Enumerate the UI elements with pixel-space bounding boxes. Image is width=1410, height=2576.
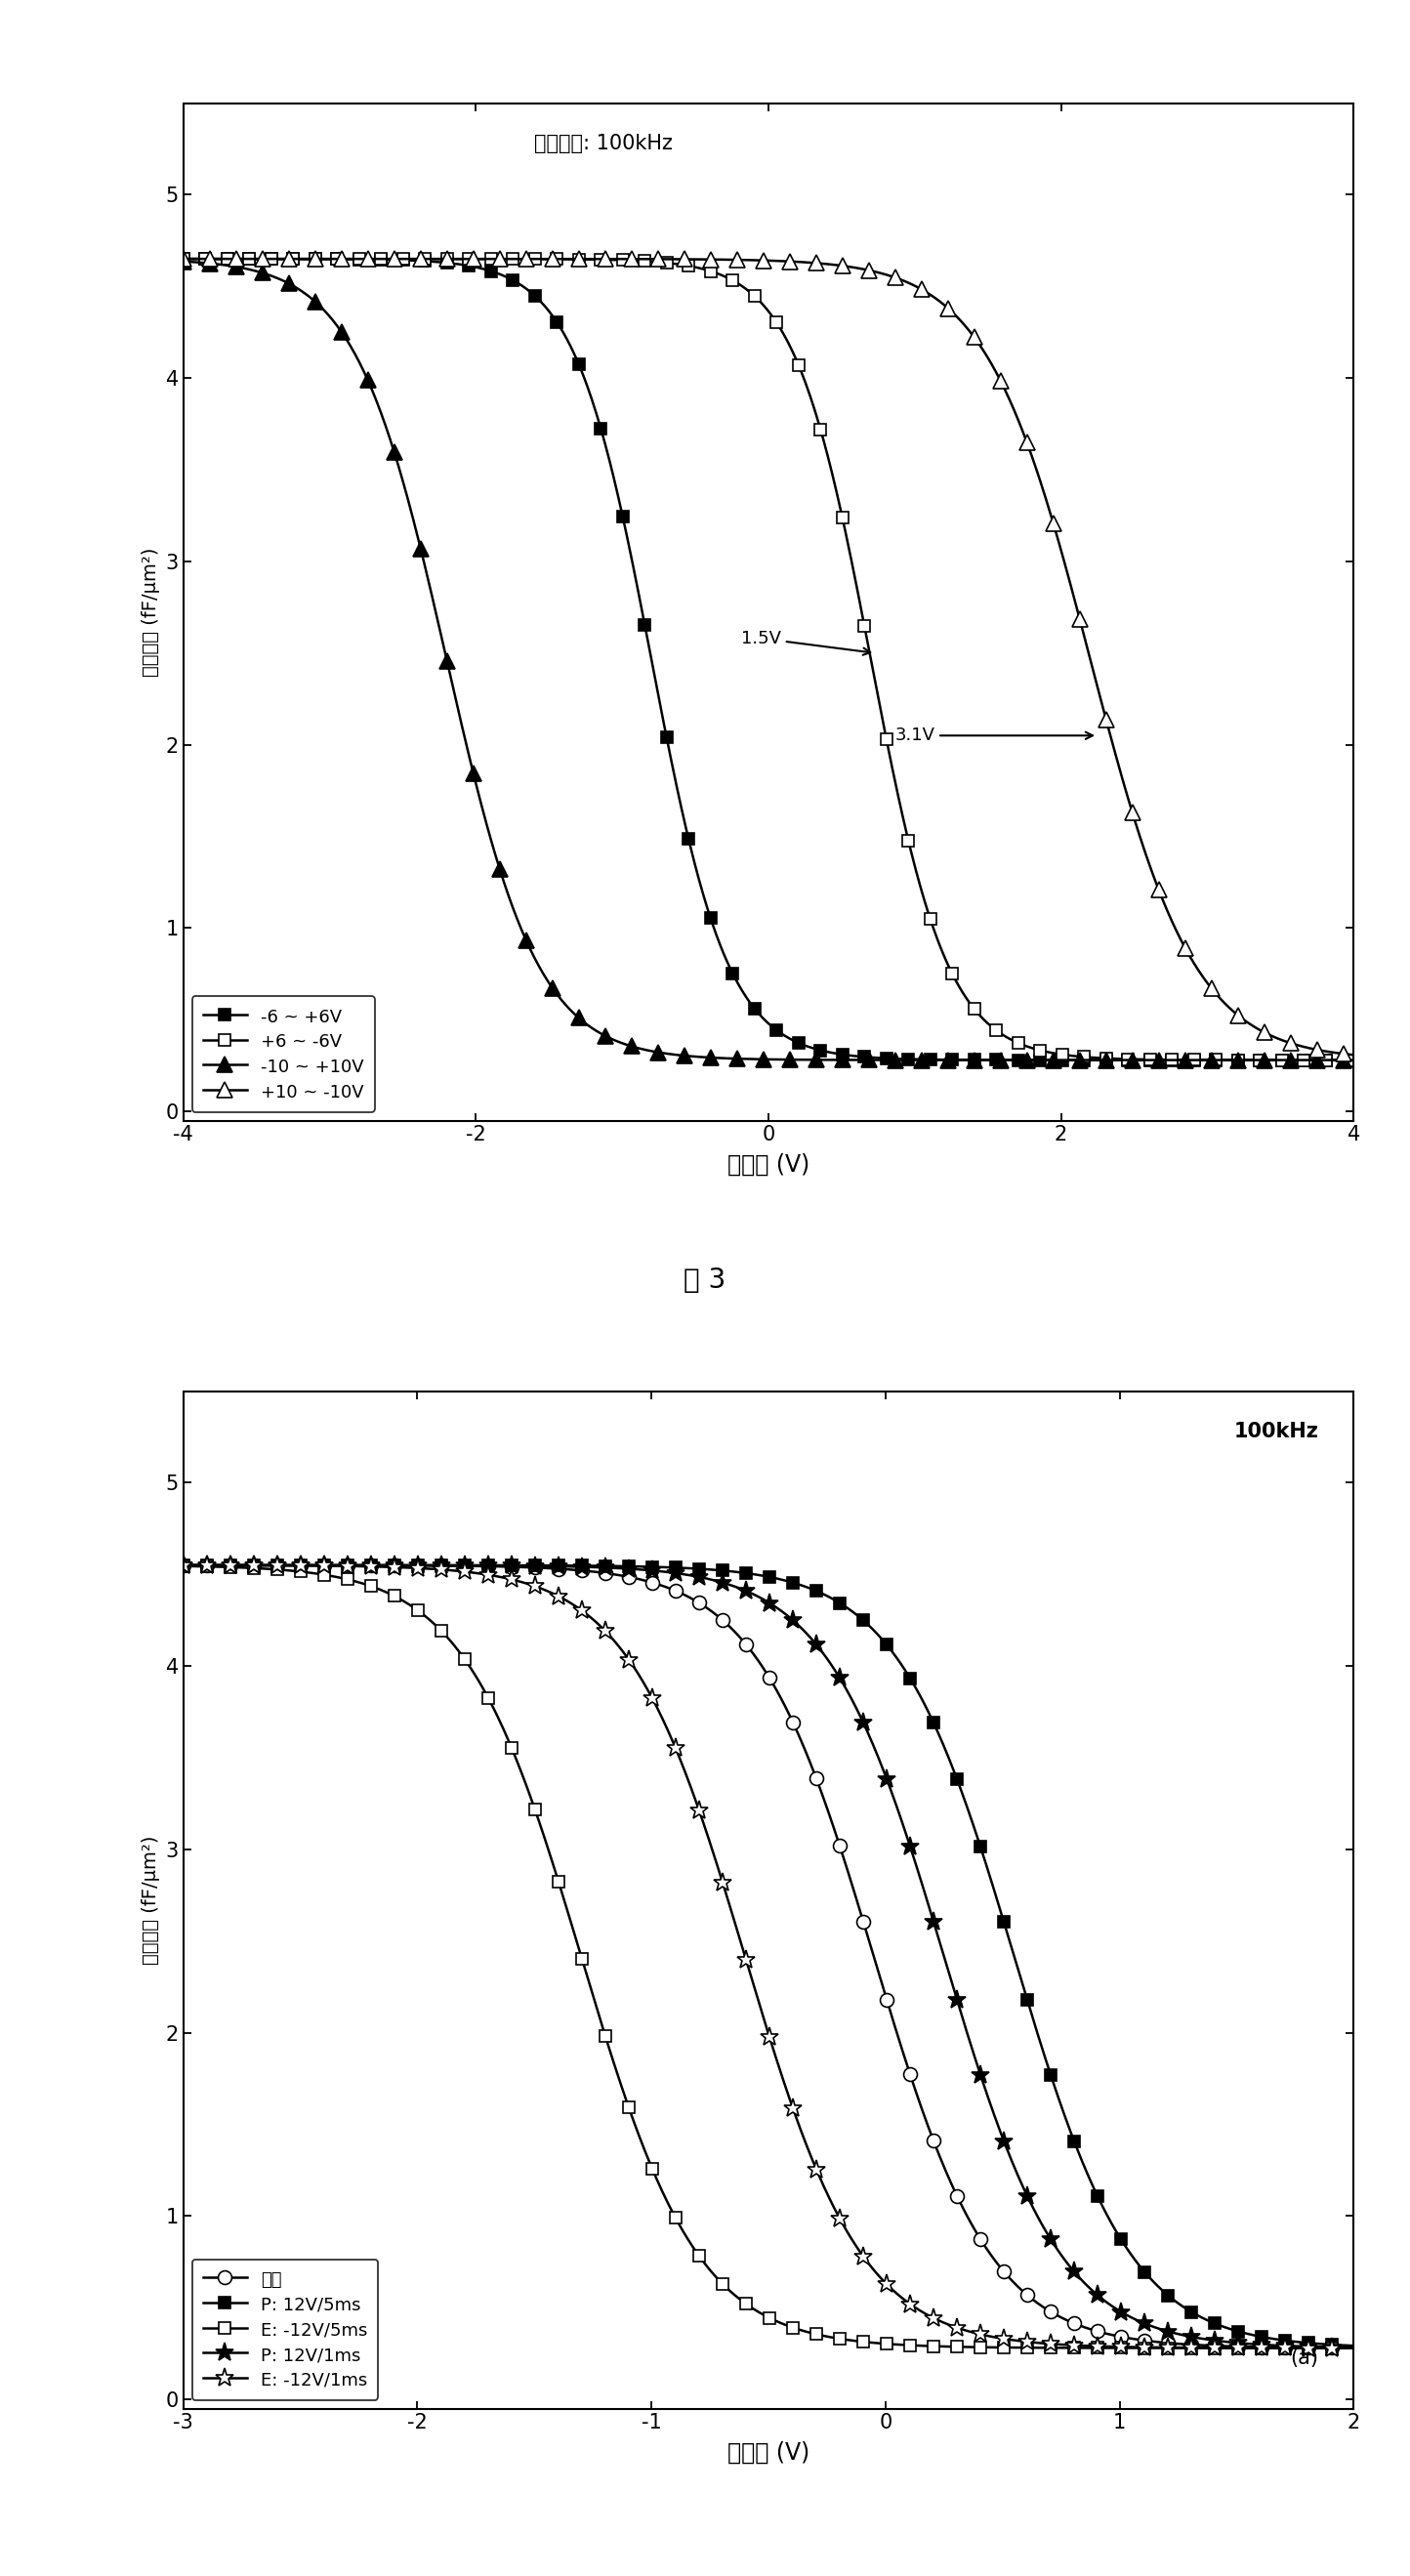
E: -12V/1ms: (-1.71, 4.5): -12V/1ms: (-1.71, 4.5) [475, 1558, 492, 1589]
+6 ~ -6V [1345, 1046, 1362, 1077]
-6 ~ +6V [885, 1043, 902, 1074]
-10 ~ +10V [1063, 1046, 1080, 1077]
E: -12V/5ms: (2, 0.28): -12V/5ms: (2, 0.28) [1345, 2334, 1362, 2365]
Line: E: -12V/5ms: E: -12V/5ms [178, 1561, 1359, 2354]
初始 [705, 1597, 722, 1628]
X-axis label: 栊电压 (V): 栊电压 (V) [728, 2442, 809, 2465]
Line: -6 ~ +6V: -6 ~ +6V [178, 252, 1359, 1066]
Line: +6 ~ -6V: +6 ~ -6V [178, 252, 1359, 1066]
P: 12V/1ms: (-0.0534, 3.57): 12V/1ms: (-0.0534, 3.57) [864, 1728, 881, 1759]
E: -12V/1ms: (-0.738, 2.99): -12V/1ms: (-0.738, 2.99) [705, 1837, 722, 1868]
-6 ~ +6V [175, 242, 192, 273]
初始 [956, 2197, 973, 2228]
初始 [175, 1551, 192, 1582]
P: 12V/1ms: (-2.12, 4.55): 12V/1ms: (-2.12, 4.55) [382, 1551, 399, 1582]
Line: P: 12V/1ms: P: 12V/1ms [173, 1556, 1363, 2357]
P: 12V/1ms: (0.339, 2.04): 12V/1ms: (0.339, 2.04) [956, 2009, 973, 2040]
初始 [864, 1940, 881, 1971]
-6 ~ +6V [1345, 1046, 1362, 1077]
Text: 图 3: 图 3 [684, 1267, 726, 1293]
E: -12V/5ms: (0.765, 0.281): -12V/5ms: (0.765, 0.281) [1056, 2331, 1073, 2362]
-6 ~ +6V [1183, 1046, 1200, 1077]
+10 ~ -10V [1063, 572, 1080, 603]
E: -12V/5ms: (-0.0534, 0.309): -12V/5ms: (-0.0534, 0.309) [864, 2326, 881, 2357]
+6 ~ -6V [247, 242, 264, 273]
-10 ~ +10V [1345, 1046, 1362, 1077]
X-axis label: 栊电压 (V): 栊电压 (V) [728, 1154, 809, 1177]
P: 12V/5ms: (-0.738, 4.53): 12V/5ms: (-0.738, 4.53) [705, 1553, 722, 1584]
-6 ~ +6V [1063, 1046, 1080, 1077]
-10 ~ +10V [854, 1043, 871, 1074]
E: -12V/5ms: (-3, 4.55): -12V/5ms: (-3, 4.55) [175, 1551, 192, 1582]
-6 ~ +6V [247, 245, 264, 276]
初始 [1345, 2331, 1362, 2362]
P: 12V/1ms: (-3, 4.55): 12V/1ms: (-3, 4.55) [175, 1551, 192, 1582]
Text: 3.1V: 3.1V [895, 726, 1093, 744]
Text: 1.5V: 1.5V [742, 629, 870, 654]
E: -12V/1ms: (2, 0.28): -12V/1ms: (2, 0.28) [1345, 2334, 1362, 2365]
+6 ~ -6V [921, 899, 938, 930]
E: -12V/1ms: (-2.12, 4.54): -12V/1ms: (-2.12, 4.54) [382, 1551, 399, 1582]
Line: -10 ~ +10V: -10 ~ +10V [176, 255, 1361, 1066]
+6 ~ -6V [885, 760, 902, 791]
初始 [1056, 2303, 1073, 2334]
E: -12V/1ms: (-3, 4.55): -12V/1ms: (-3, 4.55) [175, 1551, 192, 1582]
Legend: -6 ~ +6V, +6 ~ -6V, -10 ~ +10V, +10 ~ -10V: -6 ~ +6V, +6 ~ -6V, -10 ~ +10V, +10 ~ -1… [192, 997, 375, 1113]
E: -12V/1ms: (-0.0534, 0.711): -12V/1ms: (-0.0534, 0.711) [864, 2254, 881, 2285]
P: 12V/5ms: (-3, 4.55): 12V/5ms: (-3, 4.55) [175, 1551, 192, 1582]
+6 ~ -6V [854, 603, 871, 634]
E: -12V/5ms: (0.339, 0.286): -12V/5ms: (0.339, 0.286) [956, 2331, 973, 2362]
Y-axis label: 电容密度 (fF/μm²): 电容密度 (fF/μm²) [141, 1834, 161, 1965]
-10 ~ +10V [885, 1043, 902, 1074]
+6 ~ -6V [175, 242, 192, 273]
Line: 初始: 初始 [176, 1558, 1361, 2354]
Line: E: -12V/1ms: E: -12V/1ms [173, 1556, 1363, 2357]
P: 12V/5ms: (0.339, 3.27): 12V/5ms: (0.339, 3.27) [956, 1785, 973, 1816]
E: -12V/1ms: (0.339, 0.378): -12V/1ms: (0.339, 0.378) [956, 2316, 973, 2347]
-10 ~ +10V [1183, 1046, 1200, 1077]
+10 ~ -10V [175, 242, 192, 273]
初始 [382, 1551, 399, 1582]
Line: +10 ~ -10V: +10 ~ -10V [176, 252, 1361, 1061]
初始 [475, 1551, 492, 1582]
+6 ~ -6V [1183, 1043, 1200, 1074]
+10 ~ -10V [1345, 1041, 1362, 1072]
-10 ~ +10V [175, 245, 192, 276]
-6 ~ +6V [921, 1043, 938, 1074]
+10 ~ -10V [885, 263, 902, 294]
+10 ~ -10V [1183, 943, 1200, 974]
P: 12V/1ms: (2, 0.284): 12V/1ms: (2, 0.284) [1345, 2331, 1362, 2362]
Legend: 初始, P: 12V/5ms, E: -12V/5ms, P: 12V/1ms, E: -12V/1ms: 初始, P: 12V/5ms, E: -12V/5ms, P: 12V/1ms,… [192, 2259, 378, 2401]
-10 ~ +10V [247, 255, 264, 286]
+6 ~ -6V [1063, 1041, 1080, 1072]
E: -12V/5ms: (-2.12, 4.39): -12V/5ms: (-2.12, 4.39) [382, 1579, 399, 1610]
E: -12V/5ms: (-0.738, 0.688): -12V/5ms: (-0.738, 0.688) [705, 2257, 722, 2287]
-10 ~ +10V [921, 1046, 938, 1077]
P: 12V/1ms: (-1.71, 4.55): 12V/1ms: (-1.71, 4.55) [475, 1551, 492, 1582]
+10 ~ -10V [247, 242, 264, 273]
-6 ~ +6V [854, 1041, 871, 1072]
+10 ~ -10V [921, 278, 938, 309]
Text: 测试频率: 100kHz: 测试频率: 100kHz [534, 134, 673, 152]
E: -12V/1ms: (0.765, 0.298): -12V/1ms: (0.765, 0.298) [1056, 2329, 1073, 2360]
+10 ~ -10V [854, 252, 871, 283]
Line: P: 12V/5ms: P: 12V/5ms [178, 1558, 1359, 2352]
Text: (a): (a) [1290, 2349, 1318, 2367]
P: 12V/5ms: (2, 0.293): 12V/5ms: (2, 0.293) [1345, 2331, 1362, 2362]
Y-axis label: 电容密度 (fF/μm²): 电容密度 (fF/μm²) [141, 546, 161, 677]
Text: 100kHz: 100kHz [1234, 1422, 1318, 1440]
P: 12V/5ms: (0.765, 1.55): 12V/5ms: (0.765, 1.55) [1056, 2099, 1073, 2130]
P: 12V/1ms: (0.765, 0.763): 12V/1ms: (0.765, 0.763) [1056, 2244, 1073, 2275]
P: 12V/5ms: (-0.0534, 4.2): 12V/5ms: (-0.0534, 4.2) [864, 1615, 881, 1646]
P: 12V/5ms: (-1.71, 4.55): 12V/5ms: (-1.71, 4.55) [475, 1551, 492, 1582]
P: 12V/5ms: (-2.12, 4.55): 12V/5ms: (-2.12, 4.55) [382, 1551, 399, 1582]
P: 12V/1ms: (-0.738, 4.47): 12V/1ms: (-0.738, 4.47) [705, 1564, 722, 1595]
E: -12V/5ms: (-1.71, 3.87): -12V/5ms: (-1.71, 3.87) [475, 1674, 492, 1705]
